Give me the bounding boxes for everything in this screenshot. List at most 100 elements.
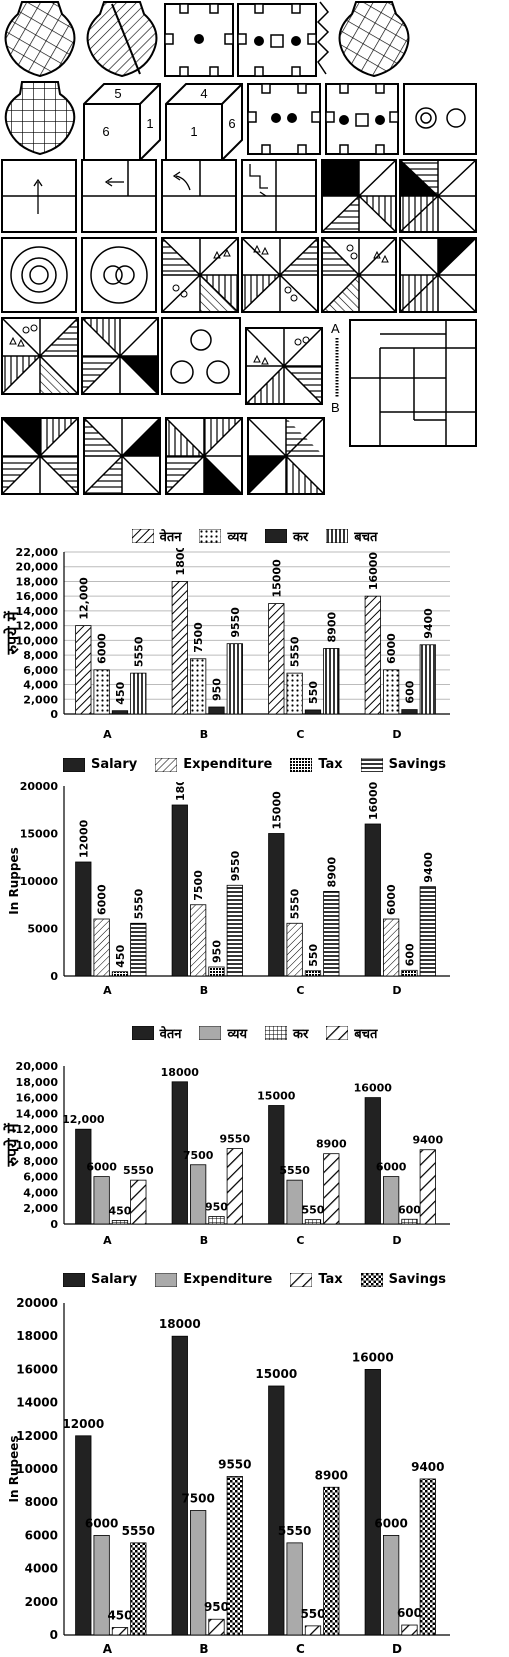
data-label: 18000	[159, 1317, 201, 1331]
bar	[171, 581, 188, 715]
data-label: 8900	[325, 856, 338, 887]
y-tick-label: 2000	[25, 1595, 58, 1609]
bar	[226, 643, 243, 715]
y-tick-label: 4,000	[23, 679, 58, 692]
data-label: 600	[397, 1606, 422, 1620]
bar	[364, 823, 381, 977]
data-label: 6000	[374, 1516, 407, 1530]
arrow-figure-4	[241, 159, 317, 233]
legend-swatch	[326, 529, 349, 543]
y-tick-label: 8,000	[23, 1155, 58, 1168]
data-label: 15000	[257, 1090, 296, 1103]
mirror-line: A B	[331, 321, 340, 415]
category-label: B	[200, 1234, 208, 1247]
bar	[226, 1148, 243, 1225]
cube-face-top: 5	[114, 86, 121, 101]
y-tick-label: 12000	[16, 1429, 58, 1443]
legend-item: व्यय	[199, 1024, 247, 1042]
vase-figure-1	[4, 0, 76, 78]
data-label: 5550	[289, 888, 302, 919]
bar	[268, 1385, 285, 1636]
data-label: 9400	[412, 1134, 443, 1147]
y-tick-label: 22,000	[16, 548, 59, 559]
y-tick-label: 20000	[16, 1296, 58, 1310]
legend-label: Expenditure	[183, 1272, 273, 1287]
data-label: 5550	[123, 1164, 154, 1177]
y-tick-label: 4,000	[23, 1186, 58, 1199]
y-axis-title: रुपये में	[3, 610, 22, 656]
category-label: A	[103, 728, 112, 741]
data-label: 950	[210, 940, 223, 963]
category-label: A	[103, 984, 112, 997]
bar	[419, 886, 436, 977]
legend-item: कर	[264, 527, 308, 545]
bar	[111, 1627, 129, 1636]
y-axis-title: रुपये में	[3, 1122, 22, 1168]
data-label: 8900	[316, 1138, 347, 1151]
legend-swatch	[360, 757, 383, 772]
y-tick-label: 0	[50, 1628, 58, 1642]
legend-label: Salary	[90, 1272, 138, 1287]
bar	[323, 891, 340, 977]
data-label: 450	[114, 681, 127, 704]
y-tick-label: 6,000	[23, 1171, 58, 1184]
category-label: B	[200, 984, 208, 997]
bar	[401, 1218, 418, 1225]
legend-item: बचत	[326, 527, 377, 545]
bar	[130, 1542, 147, 1636]
grid-figure	[349, 319, 477, 447]
bar	[208, 966, 225, 977]
data-label: 6000	[385, 884, 398, 915]
vase-figure-3	[338, 0, 410, 78]
cube-face-right: 6	[228, 116, 235, 131]
cube-figure-2: 4 1 6	[165, 83, 243, 161]
y-tick-label: 14000	[16, 1396, 58, 1410]
data-label: 9400	[411, 1460, 444, 1474]
data-label: 950	[204, 1600, 229, 1614]
pinwheel-figure-4	[241, 237, 319, 313]
bar	[111, 710, 129, 715]
circles-figure-3	[81, 237, 157, 313]
legend-swatch	[360, 1272, 383, 1287]
bar	[286, 672, 303, 715]
legend-item: Savings	[360, 1272, 446, 1287]
bar	[130, 672, 147, 715]
cube-face-front: 1	[190, 124, 197, 139]
legend-label: व्यय	[227, 1027, 247, 1042]
legend-swatch	[290, 1272, 313, 1287]
category-label: B	[200, 728, 208, 741]
bar	[268, 833, 285, 977]
y-tick-label: 18,000	[16, 1076, 59, 1089]
data-label: 6000	[96, 633, 109, 664]
data-label: 6000	[376, 1161, 407, 1174]
y-tick-label: 14,000	[16, 605, 59, 618]
y-tick-label: 10000	[16, 1462, 58, 1476]
arrow-figure-2	[81, 159, 157, 233]
data-label: 9550	[218, 1457, 251, 1471]
bar	[130, 1179, 147, 1225]
bar	[93, 918, 110, 977]
legend-item: Expenditure	[155, 757, 272, 772]
legend-label: बचत	[354, 1027, 378, 1042]
data-label: 550	[300, 1607, 325, 1621]
bar	[75, 1128, 92, 1225]
data-label: 450	[114, 944, 127, 967]
y-tick-label: 12,000	[16, 1123, 59, 1136]
data-label: 7500	[192, 622, 205, 653]
data-label: 12000	[77, 819, 90, 858]
bar	[364, 1369, 381, 1636]
arrow-figure-3	[161, 159, 237, 233]
legend-swatch	[199, 1026, 222, 1040]
data-label: 7500	[192, 870, 205, 901]
y-tick-label: 20,000	[16, 561, 59, 574]
data-label: 6000	[385, 633, 398, 664]
chart-1-legend: वेतन व्यय कर बचत	[0, 527, 509, 545]
category-label: B	[199, 1642, 208, 1656]
data-label: 9400	[422, 608, 435, 639]
legend-swatch	[131, 529, 154, 543]
bar	[323, 648, 340, 715]
bar	[383, 918, 400, 977]
bar	[304, 970, 322, 977]
puzzle-figures: 5 1 6 4 1 6	[1, 0, 477, 495]
bar	[190, 904, 207, 977]
